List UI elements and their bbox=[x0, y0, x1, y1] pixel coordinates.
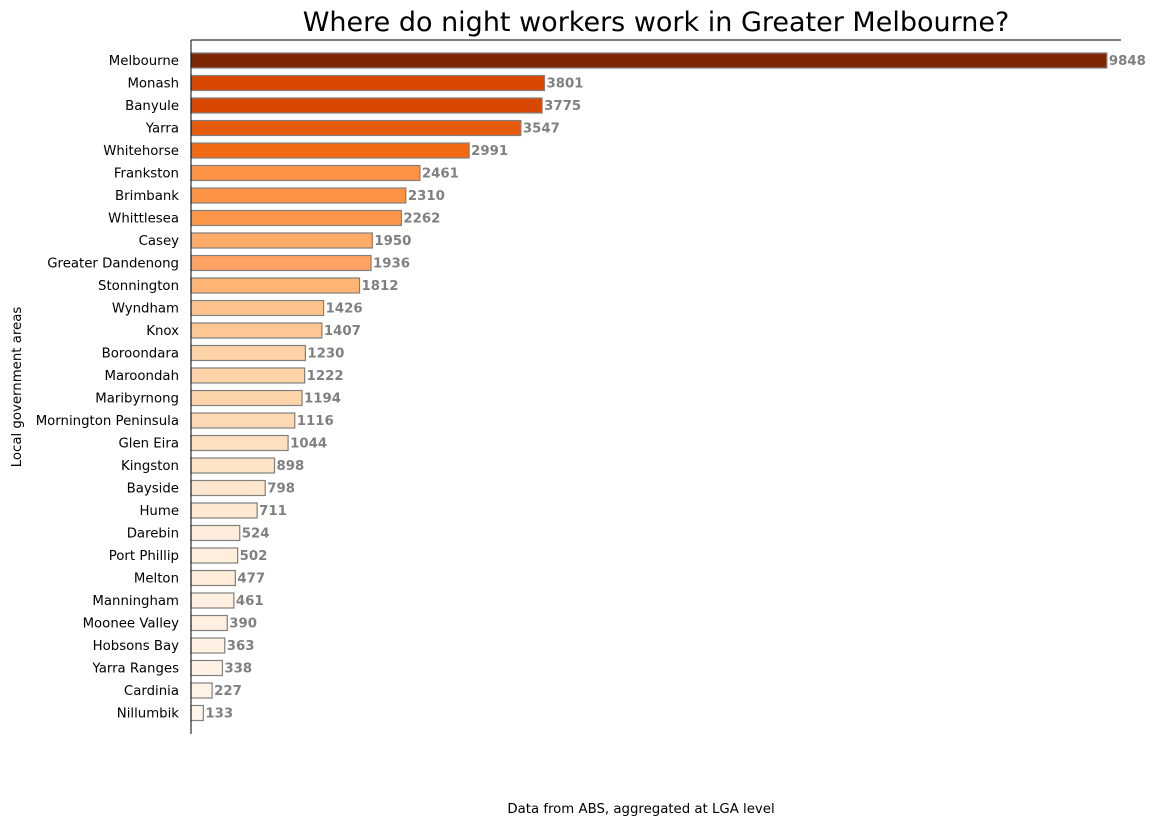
bar-moonee-valley bbox=[190, 614, 228, 632]
value-label: 1407 bbox=[324, 324, 361, 339]
value-label: 1194 bbox=[304, 392, 341, 407]
value-label: 2461 bbox=[422, 167, 459, 182]
value-label: 338 bbox=[224, 662, 252, 677]
y-tick-label: Mornington Peninsula bbox=[36, 414, 179, 429]
value-label: 9848 bbox=[1109, 54, 1146, 69]
bar-stonnington bbox=[190, 277, 361, 294]
value-label: 1230 bbox=[307, 347, 344, 362]
value-label: 1426 bbox=[326, 302, 363, 317]
value-label: 898 bbox=[277, 459, 305, 474]
y-tick-label: Darebin bbox=[127, 527, 179, 542]
bar-whitehorse bbox=[190, 142, 470, 159]
y-tick-label: Frankston bbox=[114, 167, 179, 182]
value-label: 477 bbox=[237, 572, 265, 587]
bar-manningham bbox=[190, 592, 235, 609]
bar-yarra-ranges bbox=[190, 659, 224, 677]
bar-glen-eira bbox=[190, 434, 289, 452]
bar-kingston bbox=[190, 457, 276, 474]
y-tick-label: Boroondara bbox=[102, 347, 179, 362]
bar-whittlesea bbox=[190, 209, 402, 227]
chart-caption: Data from ABS, aggregated at LGA level bbox=[507, 802, 774, 817]
bar-maribyrnong bbox=[190, 389, 303, 407]
y-tick-label: Hobsons Bay bbox=[93, 639, 179, 654]
value-label: 1812 bbox=[362, 279, 399, 294]
bar-boroondara bbox=[190, 344, 306, 362]
y-tick-label: Greater Dandenong bbox=[47, 257, 179, 272]
value-label: 1222 bbox=[307, 369, 344, 384]
value-label: 3801 bbox=[546, 77, 583, 92]
value-label: 1044 bbox=[290, 437, 327, 452]
value-label: 133 bbox=[205, 707, 233, 722]
bar-yarra bbox=[190, 119, 522, 137]
value-label: 1116 bbox=[297, 414, 334, 429]
y-axis-label: Local government areas bbox=[10, 307, 25, 468]
bar-bayside bbox=[190, 479, 266, 497]
y-tick-label: Maroondah bbox=[104, 369, 179, 384]
y-tick-label: Cardinia bbox=[124, 684, 179, 699]
bar-hobsons-bay bbox=[190, 637, 226, 654]
bar-casey bbox=[190, 232, 373, 249]
chart-title: Where do night workers work in Greater M… bbox=[303, 7, 1010, 38]
bar-hume bbox=[190, 502, 258, 519]
y-tick-label: Knox bbox=[146, 324, 179, 339]
y-tick-label: Monash bbox=[127, 77, 179, 92]
bar-wyndham bbox=[190, 299, 325, 317]
bar-melbourne bbox=[190, 52, 1108, 69]
y-tick-label: Maribyrnong bbox=[95, 392, 179, 407]
value-label: 3547 bbox=[523, 122, 560, 137]
bar-greater-dandenong bbox=[190, 254, 372, 272]
value-label: 227 bbox=[214, 684, 242, 699]
y-tick-label: Melton bbox=[134, 572, 179, 587]
bar-monash bbox=[190, 74, 546, 92]
value-label: 461 bbox=[236, 594, 264, 609]
y-tick-labels: Melbourne Monash Banyule Yarra Whitehorse Fra… bbox=[36, 54, 180, 722]
bar-banyule bbox=[190, 97, 543, 114]
y-tick-label: Moonee Valley bbox=[83, 617, 180, 632]
value-label: 1950 bbox=[374, 234, 411, 249]
bar-melton bbox=[190, 569, 236, 587]
value-labels: 9848 3801 3775 3547 2991 2461 2310 2262 1950 1936… bbox=[205, 54, 1146, 722]
y-tick-label: Port Phillip bbox=[109, 549, 179, 564]
y-tick-label: Brimbank bbox=[115, 189, 179, 204]
value-label: 363 bbox=[227, 639, 255, 654]
value-label: 1936 bbox=[373, 257, 410, 272]
y-tick-label: Yarra bbox=[145, 122, 179, 137]
value-label: 2262 bbox=[403, 212, 440, 227]
value-label: 2991 bbox=[471, 144, 508, 159]
bar-brimbank bbox=[190, 187, 407, 204]
y-tick-label: Nillumbik bbox=[117, 707, 180, 722]
value-label: 390 bbox=[229, 617, 257, 632]
bar-frankston bbox=[190, 164, 421, 182]
bar-cardinia bbox=[190, 682, 213, 699]
y-tick-label: Whittlesea bbox=[108, 212, 179, 227]
y-tick-label: Bayside bbox=[127, 482, 179, 497]
y-tick-label: Casey bbox=[139, 234, 180, 249]
value-label: 2310 bbox=[408, 189, 445, 204]
value-label: 711 bbox=[259, 504, 287, 519]
value-label: 524 bbox=[242, 527, 270, 542]
y-tick-label: Glen Eira bbox=[118, 437, 179, 452]
bar-nillumbik bbox=[190, 704, 204, 722]
value-label: 502 bbox=[240, 549, 268, 564]
bar-darebin bbox=[190, 524, 241, 542]
bars-group bbox=[190, 52, 1108, 722]
value-label: 798 bbox=[267, 482, 295, 497]
y-tick-label: Manningham bbox=[92, 594, 179, 609]
y-tick-label: Whitehorse bbox=[103, 144, 179, 159]
value-label: 3775 bbox=[544, 99, 581, 114]
bar-port-phillip bbox=[190, 547, 239, 564]
y-tick-label: Yarra Ranges bbox=[91, 662, 179, 677]
y-tick-label: Banyule bbox=[125, 99, 179, 114]
y-tick-label: Wyndham bbox=[112, 302, 179, 317]
bar-mornington-peninsula bbox=[190, 412, 296, 429]
y-tick-label: Hume bbox=[139, 504, 179, 519]
y-tick-label: Melbourne bbox=[109, 54, 179, 69]
bar-knox bbox=[190, 322, 323, 339]
y-tick-label: Stonnington bbox=[98, 279, 179, 294]
y-tick-label: Kingston bbox=[121, 459, 179, 474]
bar-maroondah bbox=[190, 367, 306, 384]
